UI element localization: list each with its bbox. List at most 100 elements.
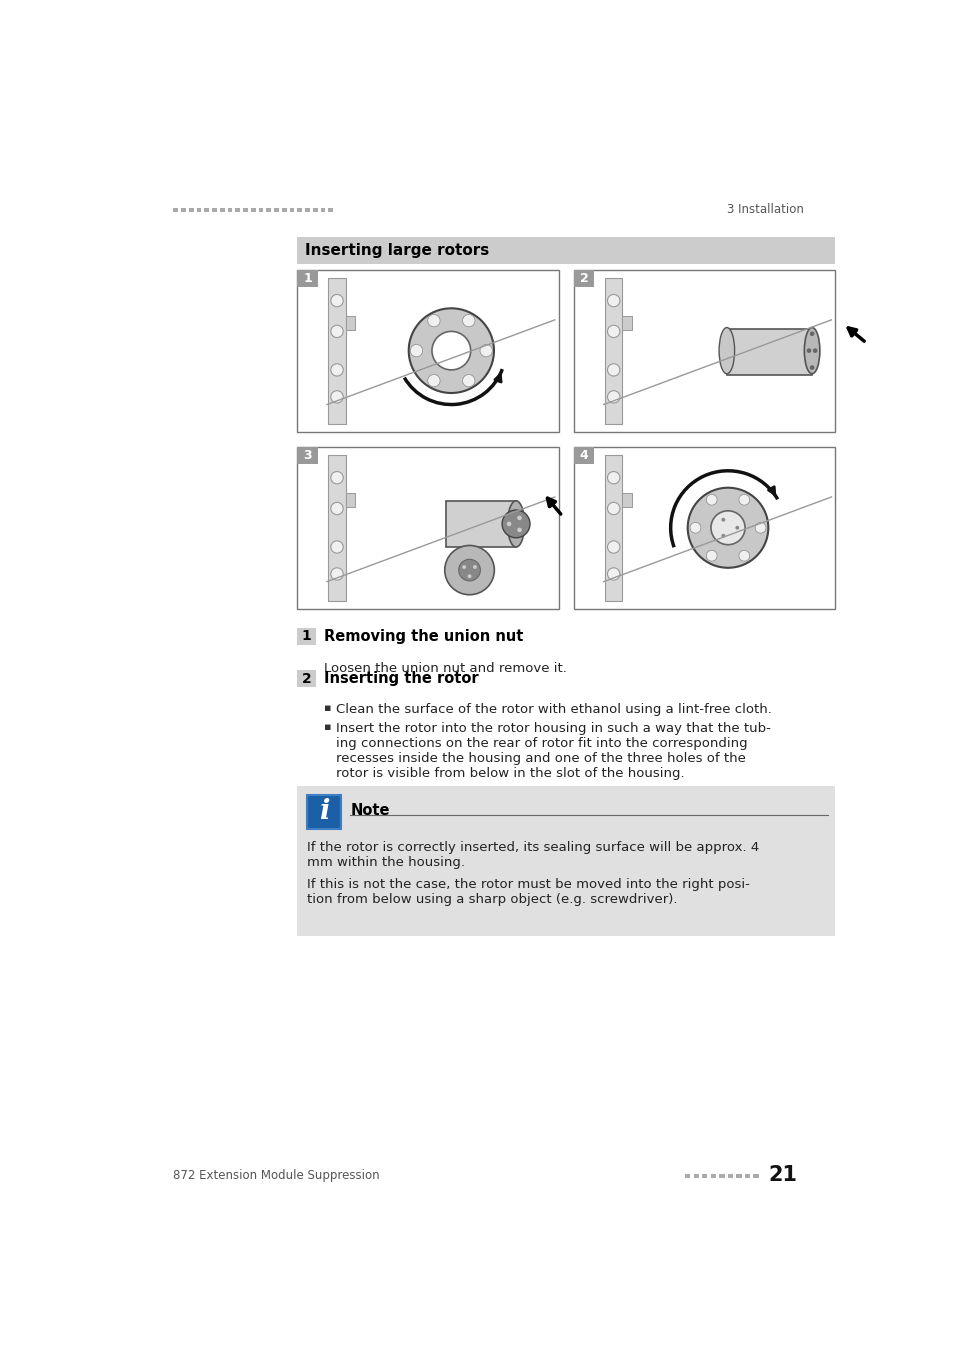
Circle shape (331, 471, 343, 483)
Circle shape (331, 568, 343, 580)
Text: Inserting the rotor: Inserting the rotor (323, 671, 478, 686)
Circle shape (735, 526, 739, 529)
Bar (313, 208, 317, 212)
Circle shape (506, 521, 511, 526)
Circle shape (479, 344, 492, 356)
Bar (345, 316, 355, 329)
Text: If the rotor is correctly inserted, its sealing surface will be approx. 4
mm wit: If the rotor is correctly inserted, its … (307, 841, 759, 869)
Bar (693, 1173, 699, 1177)
Circle shape (517, 516, 521, 520)
Bar (328, 208, 333, 212)
Bar (297, 208, 302, 212)
Bar (196, 208, 201, 212)
Bar (274, 208, 278, 212)
Bar (710, 1173, 716, 1177)
Circle shape (467, 574, 471, 578)
Bar (446, 501, 516, 547)
Bar (604, 455, 621, 601)
Circle shape (331, 502, 343, 514)
Circle shape (812, 348, 817, 352)
Text: 2: 2 (579, 271, 588, 285)
Circle shape (331, 325, 343, 338)
Bar (297, 447, 317, 464)
Circle shape (607, 390, 619, 404)
Bar (235, 208, 240, 212)
Circle shape (607, 541, 619, 554)
Bar (621, 493, 631, 508)
Text: Inserting large rotors: Inserting large rotors (305, 243, 489, 258)
Text: 4: 4 (579, 448, 588, 462)
Circle shape (809, 331, 814, 336)
Text: 872 Extension Module Suppression: 872 Extension Module Suppression (173, 1169, 379, 1181)
Bar (297, 236, 835, 265)
Bar (189, 208, 193, 212)
Bar (604, 278, 621, 424)
Text: 3 Installation: 3 Installation (727, 204, 803, 216)
Bar (574, 270, 594, 286)
Circle shape (607, 363, 619, 377)
Bar (297, 270, 317, 286)
Bar (181, 208, 186, 212)
Bar (719, 1173, 723, 1177)
Bar (258, 208, 263, 212)
Circle shape (462, 315, 475, 327)
Circle shape (432, 331, 470, 370)
Text: ▪: ▪ (323, 722, 331, 732)
Bar (173, 208, 178, 212)
Bar (297, 447, 558, 609)
Text: Note: Note (350, 803, 389, 818)
Text: 1: 1 (301, 629, 312, 644)
Bar (297, 670, 315, 687)
Bar (345, 493, 355, 508)
Bar (204, 208, 209, 212)
Bar (753, 1173, 758, 1177)
Ellipse shape (719, 328, 734, 374)
Circle shape (809, 366, 814, 370)
Ellipse shape (507, 501, 524, 547)
Bar (290, 208, 294, 212)
Text: 2: 2 (301, 672, 312, 686)
Circle shape (689, 522, 700, 533)
Bar (621, 316, 631, 329)
Bar (297, 270, 558, 432)
Circle shape (517, 528, 521, 532)
Bar (726, 329, 811, 375)
Text: Insert the rotor into the rotor housing in such a way that the tub-
ing connecti: Insert the rotor into the rotor housing … (335, 722, 770, 780)
Text: Loosen the union nut and remove it.: Loosen the union nut and remove it. (323, 662, 566, 675)
Circle shape (607, 294, 619, 306)
Circle shape (458, 559, 480, 580)
Bar (744, 1173, 749, 1177)
Text: 21: 21 (768, 1165, 797, 1185)
Circle shape (462, 566, 466, 568)
Bar (297, 786, 835, 936)
Circle shape (410, 344, 422, 356)
Circle shape (607, 471, 619, 483)
Circle shape (720, 518, 724, 521)
Circle shape (331, 390, 343, 404)
Bar (228, 208, 233, 212)
Bar (305, 208, 310, 212)
Bar (282, 208, 286, 212)
Bar (297, 628, 315, 645)
Bar (701, 1173, 707, 1177)
Circle shape (473, 566, 476, 568)
Text: Clean the surface of the rotor with ethanol using a lint-free cloth.: Clean the surface of the rotor with etha… (335, 702, 771, 716)
Text: 1: 1 (303, 271, 312, 285)
Text: 3: 3 (303, 448, 312, 462)
Bar (320, 208, 325, 212)
Bar (574, 447, 835, 609)
Circle shape (607, 502, 619, 514)
Circle shape (331, 294, 343, 306)
Circle shape (444, 545, 494, 595)
Bar (251, 208, 255, 212)
Circle shape (705, 551, 717, 562)
Bar (220, 208, 224, 212)
Circle shape (755, 522, 765, 533)
Bar (212, 208, 216, 212)
Circle shape (806, 348, 810, 352)
Circle shape (687, 487, 767, 568)
Text: If this is not the case, the rotor must be moved into the right posi-
tion from : If this is not the case, the rotor must … (307, 878, 749, 906)
Ellipse shape (803, 328, 819, 374)
Bar (243, 208, 248, 212)
Bar (727, 1173, 732, 1177)
